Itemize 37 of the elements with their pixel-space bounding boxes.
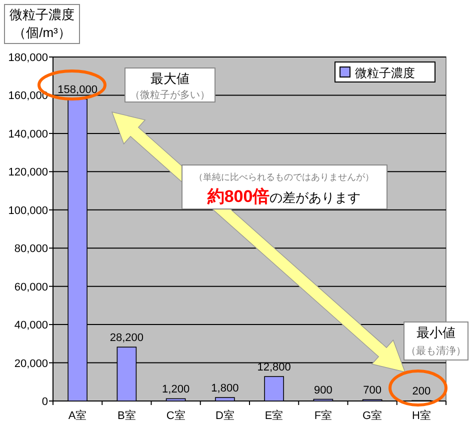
annotation: （単純に比べられるものではありませんが）	[194, 172, 374, 182]
x-tick-label: F室	[314, 409, 332, 422]
x-tick-label: C室	[166, 409, 186, 422]
y-tick-label: 100,000	[8, 204, 48, 217]
y-tick-label: 180,000	[8, 52, 48, 64]
legend-label: 微粒子濃度	[355, 66, 415, 80]
annotation: 約800倍	[206, 187, 270, 206]
bar	[264, 376, 284, 402]
text: 900	[314, 384, 332, 396]
y-axis-title: 微粒子濃度（個/m³）	[4, 4, 80, 44]
y-tick-label: 0	[42, 396, 48, 408]
text: 28,200	[110, 332, 144, 344]
text: 700	[363, 384, 382, 397]
x-tick-label: D室	[215, 409, 234, 422]
y-tick-label: 60,000	[14, 281, 48, 294]
text: 200	[412, 386, 431, 398]
text: 1,800	[211, 382, 239, 395]
y-tick-label: 20,000	[14, 358, 48, 370]
bar	[166, 398, 186, 402]
annotation: （最も清浄）	[406, 345, 466, 357]
text: 12,800	[257, 362, 291, 374]
annotation: の差があります	[270, 190, 361, 205]
x-tick-label: A室	[68, 409, 87, 422]
bar	[215, 397, 235, 402]
annotation: （微粒子が多い）	[130, 89, 210, 101]
annotation: 最大値	[150, 71, 190, 86]
y-tick-label: 40,000	[14, 320, 48, 332]
y-tick-label: 140,000	[8, 128, 48, 140]
x-tick-label: B室	[118, 409, 136, 422]
text: 158,000	[58, 84, 98, 96]
y-tick-label: 80,000	[14, 243, 48, 256]
x-tick-label: E室	[264, 409, 284, 422]
text: 1,200	[162, 384, 190, 396]
x-tick-label: H室	[412, 409, 431, 422]
annotation: 最小値	[416, 325, 456, 340]
y-tick-label: 120,000	[8, 166, 48, 179]
x-tick-label: G室	[362, 409, 382, 422]
